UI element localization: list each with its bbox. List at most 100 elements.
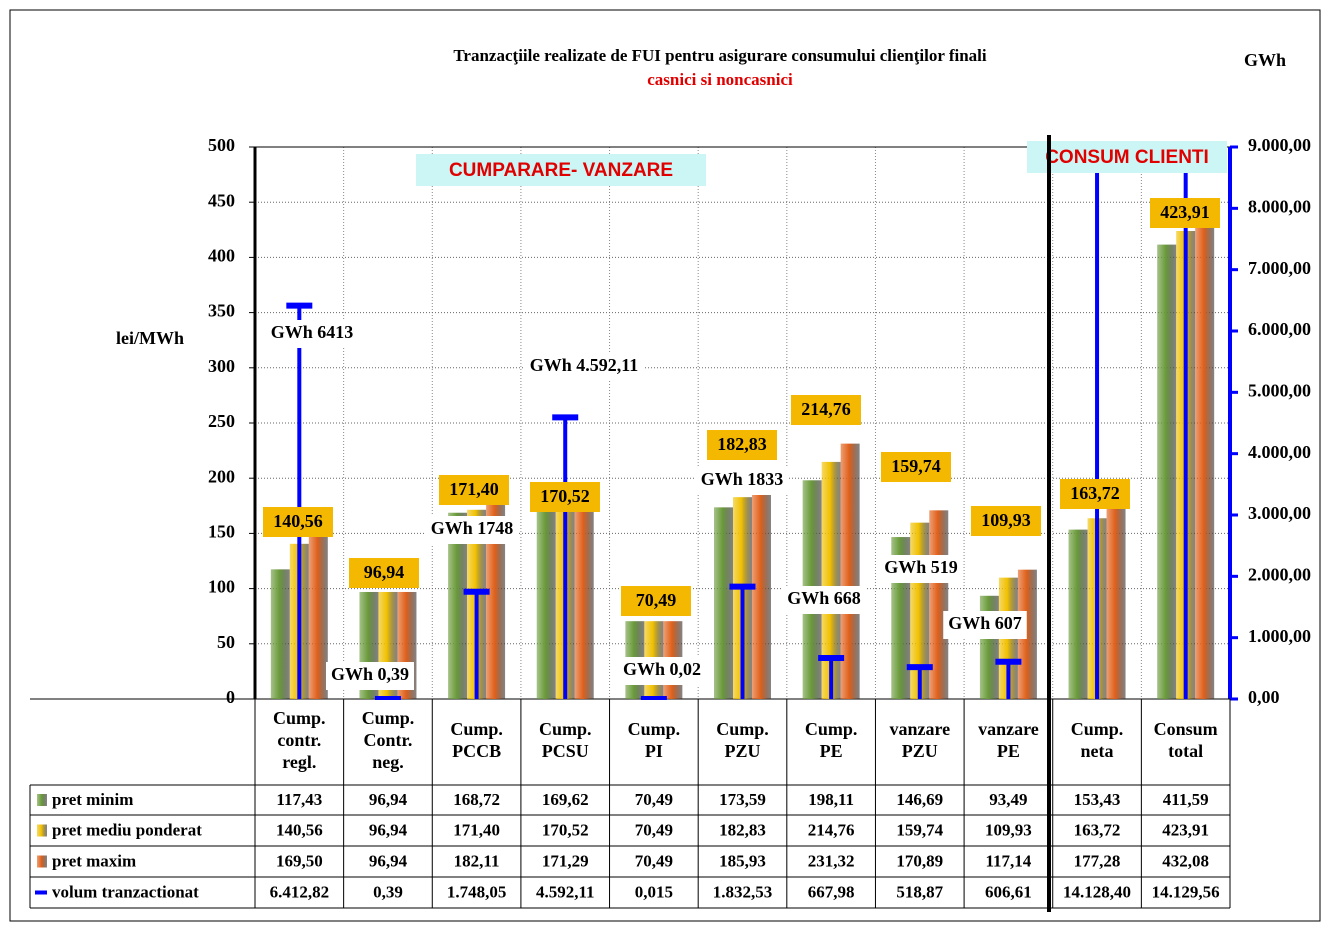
y-axis-label: lei/MWh: [116, 328, 184, 348]
x-tick-label: Cump. PCCB: [450, 719, 503, 761]
table-cell: 70,49: [635, 851, 673, 870]
table-cell: 177,28: [1074, 851, 1121, 870]
annotation: GWh 519: [884, 557, 958, 577]
legend-swatch: [35, 890, 47, 895]
value-label-box: [707, 430, 777, 460]
annotation-box: [943, 611, 1027, 639]
bar: [1106, 503, 1126, 699]
table-cell: 168,72: [453, 790, 500, 809]
value-label-box: [881, 452, 951, 482]
table-cell: 70,49: [635, 790, 673, 809]
y-tick-label: 200: [208, 466, 235, 486]
table-cell: 159,74: [896, 820, 943, 839]
value-label: 182,83: [717, 434, 767, 454]
value-label: 163,72: [1070, 483, 1120, 503]
volume-bar: [286, 302, 313, 699]
table-cell: 606,61: [985, 882, 1032, 901]
table-cell: 171,29: [542, 851, 589, 870]
value-label: 214,76: [801, 399, 851, 419]
table-cell: 170,89: [896, 851, 943, 870]
value-label: 159,74: [891, 456, 941, 476]
table-cell: 182,83: [719, 820, 766, 839]
x-tick-label: vanzare PE: [978, 719, 1039, 761]
y-tick-label: 250: [208, 411, 235, 431]
x-tick-label: Cump. PI: [628, 719, 681, 761]
y2-tick-label: 4.000,00: [1248, 442, 1311, 462]
table-cell: 93,49: [989, 790, 1027, 809]
bar: [840, 443, 860, 699]
table-cell: 14.128,40: [1063, 882, 1131, 901]
y-tick-label: 300: [208, 356, 235, 376]
plot-area: [270, 147, 1215, 700]
value-label: 109,93: [981, 510, 1031, 530]
table-cell: 117,43: [276, 790, 322, 809]
y-tick-label: 450: [208, 190, 235, 210]
y2-tick-label: 3.000,00: [1248, 503, 1311, 523]
bar: [929, 510, 949, 699]
legend-label: pret mediu ponderat: [52, 820, 202, 839]
table-cell: 518,87: [896, 882, 943, 901]
annotation: GWh 4.592,11: [530, 355, 639, 375]
table-cell: 182,11: [454, 851, 500, 870]
value-label-box: [530, 482, 600, 512]
table-cell: 96,94: [369, 820, 408, 839]
section-label-box: [416, 154, 706, 186]
table-cell: 169,62: [542, 790, 589, 809]
annotation-box: [782, 586, 866, 614]
table-cell: 0,015: [635, 882, 673, 901]
legend-swatch: [37, 794, 47, 806]
table-cell: 1.748,05: [447, 882, 507, 901]
table-cell: 214,76: [808, 820, 855, 839]
y2-tick-label: 6.000,00: [1248, 319, 1311, 339]
table-cell: 185,93: [719, 851, 766, 870]
volume-bar: [1183, 147, 1188, 699]
value-label: 423,91: [1160, 202, 1210, 222]
chart-subtitle: casnici si noncasnici: [647, 70, 793, 89]
table-cell: 117,14: [986, 851, 1032, 870]
bar: [714, 507, 733, 699]
legend-label: pret minim: [52, 790, 133, 809]
table-cell: 96,94: [369, 851, 408, 870]
y2-axis-label: GWh: [1244, 50, 1286, 70]
y2-tick-label: 2.000,00: [1248, 564, 1311, 584]
annotation-box: [265, 320, 359, 348]
volume-bar: [906, 664, 933, 699]
table-cell: 0,39: [373, 882, 403, 901]
y-tick-label: 350: [208, 301, 235, 321]
y-tick-label: 150: [208, 522, 235, 542]
table-cell: 411,59: [1163, 790, 1209, 809]
x-tick-label: Consum total: [1154, 719, 1218, 761]
table-cell: 171,40: [453, 820, 500, 839]
annotation: GWh 1833: [701, 469, 784, 489]
y2-tick-label: 0,00: [1248, 687, 1280, 707]
y2-tick-label: 5.000,00: [1248, 380, 1311, 400]
table-cell: 163,72: [1074, 820, 1121, 839]
chart-title: Tranzacţiile realizate de FUI pentru asi…: [453, 46, 987, 65]
section-label: CONSUM CLIENTI: [1045, 147, 1209, 168]
x-tick-label: Cump. contr. regl.: [273, 708, 326, 772]
y-tick-label: 50: [217, 632, 235, 652]
value-label-box: [1060, 479, 1130, 509]
y2-tick-label: 9.000,00: [1248, 135, 1311, 155]
bar: [536, 511, 556, 699]
table-cell: 70,49: [635, 820, 673, 839]
value-label: 170,52: [540, 486, 590, 506]
table-cell: 14.129,56: [1152, 882, 1220, 901]
legend-label: volum tranzactionat: [52, 882, 199, 901]
bar: [821, 461, 841, 699]
section-label: CUMPARARE- VANZARE: [449, 160, 673, 181]
table-cell: 96,94: [369, 790, 408, 809]
value-label-box: [349, 558, 419, 588]
y-tick-label: 500: [208, 135, 235, 155]
volume-bar: [995, 658, 1022, 699]
annotation-box: [325, 662, 415, 690]
annotation: GWh 607: [948, 613, 1022, 633]
bar: [486, 497, 506, 699]
annotation: GWh 0,39: [331, 664, 409, 684]
bar: [1068, 529, 1088, 699]
volume-bar: [729, 583, 756, 699]
annotation: GWh 6413: [271, 322, 354, 342]
volume-bar: [818, 655, 845, 699]
table-cell: 153,43: [1074, 790, 1121, 809]
